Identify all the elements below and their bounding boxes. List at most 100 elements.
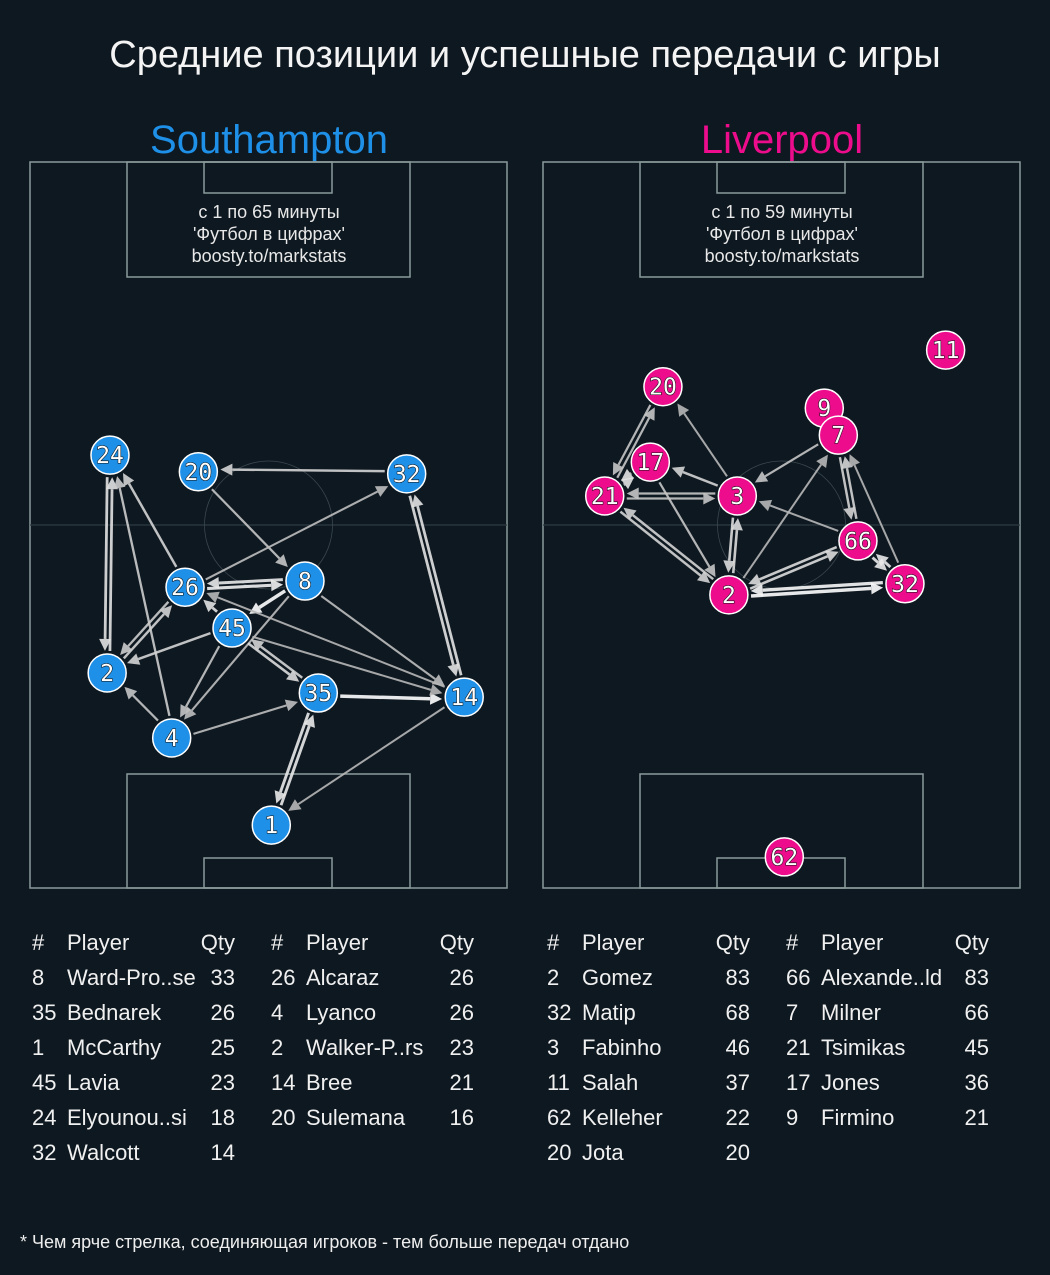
pass-arrow-26-to-2 bbox=[127, 601, 170, 647]
pass-arrowhead-3-to-20 bbox=[677, 403, 690, 417]
player-number-66: 66 bbox=[844, 529, 872, 555]
number: # bbox=[271, 930, 284, 955]
six-yard-box-top bbox=[716, 161, 846, 194]
passes-southampton bbox=[99, 463, 463, 811]
pass-arrow-32-to-14 bbox=[408, 495, 455, 666]
player-node-14 bbox=[444, 677, 484, 717]
player-number-20: 20 bbox=[649, 375, 677, 401]
pass-arrow-66-to-2 bbox=[758, 545, 838, 581]
pass-arrowhead-14-to-32 bbox=[411, 494, 424, 508]
pass-arrow-2-to-21 bbox=[632, 514, 715, 581]
pass-arrowhead-66-to-3 bbox=[758, 499, 773, 512]
pass-arrow-7-to-66 bbox=[838, 456, 851, 509]
qty: Qty bbox=[954, 930, 989, 955]
pass-arrowhead-45-to-14 bbox=[429, 684, 443, 696]
number: 3 bbox=[547, 1035, 560, 1060]
footnote: * Чем ярче стрелка, соединяющая игроков … bbox=[20, 1232, 630, 1252]
pass-arrowhead-20-to-8 bbox=[275, 554, 288, 568]
player-node-26 bbox=[165, 567, 205, 607]
match-info-southampton: с 1 по 65 минуты 'Футбол в цифрах' boost… bbox=[30, 201, 508, 267]
player-name: Matip bbox=[582, 1000, 636, 1025]
qty: 83 bbox=[964, 965, 989, 990]
player-number-9: 9 bbox=[817, 396, 831, 422]
pass-arrowhead-4-to-35 bbox=[284, 699, 299, 712]
number: # bbox=[32, 930, 45, 955]
player-name: Kelleher bbox=[582, 1105, 663, 1130]
player-node-17 bbox=[630, 442, 671, 482]
player-number-2: 2 bbox=[100, 661, 114, 687]
qty: 26 bbox=[449, 965, 474, 990]
number: 45 bbox=[32, 1070, 57, 1095]
pass-arrow-20-to-21 bbox=[617, 404, 652, 466]
pitch-liverpool bbox=[542, 161, 1021, 889]
player-number-3: 3 bbox=[730, 484, 744, 510]
pass-arrow-14-to-32 bbox=[416, 505, 463, 676]
pass-arrowhead-21-to-3 bbox=[703, 492, 716, 505]
number: 32 bbox=[32, 1140, 57, 1165]
player-node-2 bbox=[709, 575, 749, 615]
pass-arrowhead-3-to-2 bbox=[723, 560, 736, 573]
pass-arrowhead-45-to-2 bbox=[127, 653, 141, 665]
pass-arrow-7-to-3 bbox=[764, 443, 819, 478]
pass-arrowhead-21-to-17 bbox=[620, 477, 635, 490]
qty: Qty bbox=[715, 930, 750, 955]
number: 62 bbox=[547, 1105, 572, 1130]
pass-arrow-66-to-7 bbox=[845, 467, 858, 520]
player-number-45: 45 bbox=[218, 616, 246, 642]
player-number-35: 35 bbox=[304, 681, 332, 707]
pass-arrow-32-to-20 bbox=[232, 468, 385, 473]
number: 26 bbox=[271, 965, 296, 990]
player-node-11 bbox=[925, 330, 966, 370]
number: 24 bbox=[32, 1105, 57, 1130]
player-number-11: 11 bbox=[932, 338, 960, 364]
pass-arrow-8-to-4 bbox=[190, 595, 290, 712]
qty: Qty bbox=[439, 930, 474, 955]
player-name: Ward-Pro..se bbox=[67, 965, 196, 990]
pass-arrowhead-35-to-45 bbox=[251, 639, 265, 652]
pass-arrow-3-to-17 bbox=[682, 470, 719, 487]
number: 1 bbox=[32, 1035, 45, 1060]
pass-arrowhead-66-to-32 bbox=[874, 558, 888, 571]
pass-arrow-45-to-14 bbox=[252, 635, 432, 691]
qty: 22 bbox=[725, 1105, 750, 1130]
qty: 21 bbox=[449, 1070, 474, 1095]
pass-arrow-8-to-45 bbox=[258, 589, 287, 609]
player-name: Walker-P..rs bbox=[306, 1035, 424, 1060]
pass-arrow-21-to-2 bbox=[619, 510, 702, 577]
player-node-32 bbox=[885, 564, 925, 604]
qty: 25 bbox=[210, 1035, 235, 1060]
player-node-24 bbox=[90, 435, 130, 475]
pass-arrow-35-to-1 bbox=[278, 712, 310, 793]
team-name-southampton: Southampton bbox=[150, 118, 388, 162]
player-name: Jones bbox=[821, 1070, 880, 1095]
qty: 23 bbox=[449, 1035, 474, 1060]
qty: 33 bbox=[210, 965, 235, 990]
player-name: Alcaraz bbox=[306, 965, 380, 990]
pass-arrowhead-4-to-24 bbox=[113, 476, 126, 490]
pass-arrow-2-to-32 bbox=[750, 586, 872, 598]
page-title: Средние позиции и успешные передачи с иг… bbox=[109, 34, 941, 76]
player-number-21: 21 bbox=[591, 484, 619, 510]
player-name: Milner bbox=[821, 1000, 881, 1025]
number: 9 bbox=[786, 1105, 799, 1130]
pass-arrowhead-45-to-4 bbox=[180, 704, 192, 718]
player-name: Jota bbox=[582, 1140, 624, 1165]
info-line: 'Футбол в цифрах' bbox=[193, 224, 345, 244]
info-line: с 1 по 59 минуты bbox=[711, 202, 853, 222]
qty: 37 bbox=[725, 1070, 750, 1095]
player-number-7: 7 bbox=[831, 423, 845, 449]
pass-arrow-2-to-24 bbox=[108, 489, 114, 652]
player-node-32 bbox=[386, 454, 427, 494]
qty: 23 bbox=[210, 1070, 235, 1095]
player-node-2 bbox=[87, 653, 127, 693]
pass-arrowhead-45-to-26 bbox=[203, 599, 217, 613]
player-name: Elyounou..si bbox=[67, 1105, 187, 1130]
pass-arrowhead-2-to-32 bbox=[870, 582, 884, 595]
pass-arrow-66-to-3 bbox=[769, 504, 839, 532]
player-name: Player bbox=[582, 930, 645, 955]
player-node-8 bbox=[285, 561, 325, 601]
qty: 45 bbox=[964, 1035, 989, 1060]
pass-arrow-24-to-2 bbox=[103, 477, 109, 639]
player-name: Lyanco bbox=[306, 1000, 377, 1025]
